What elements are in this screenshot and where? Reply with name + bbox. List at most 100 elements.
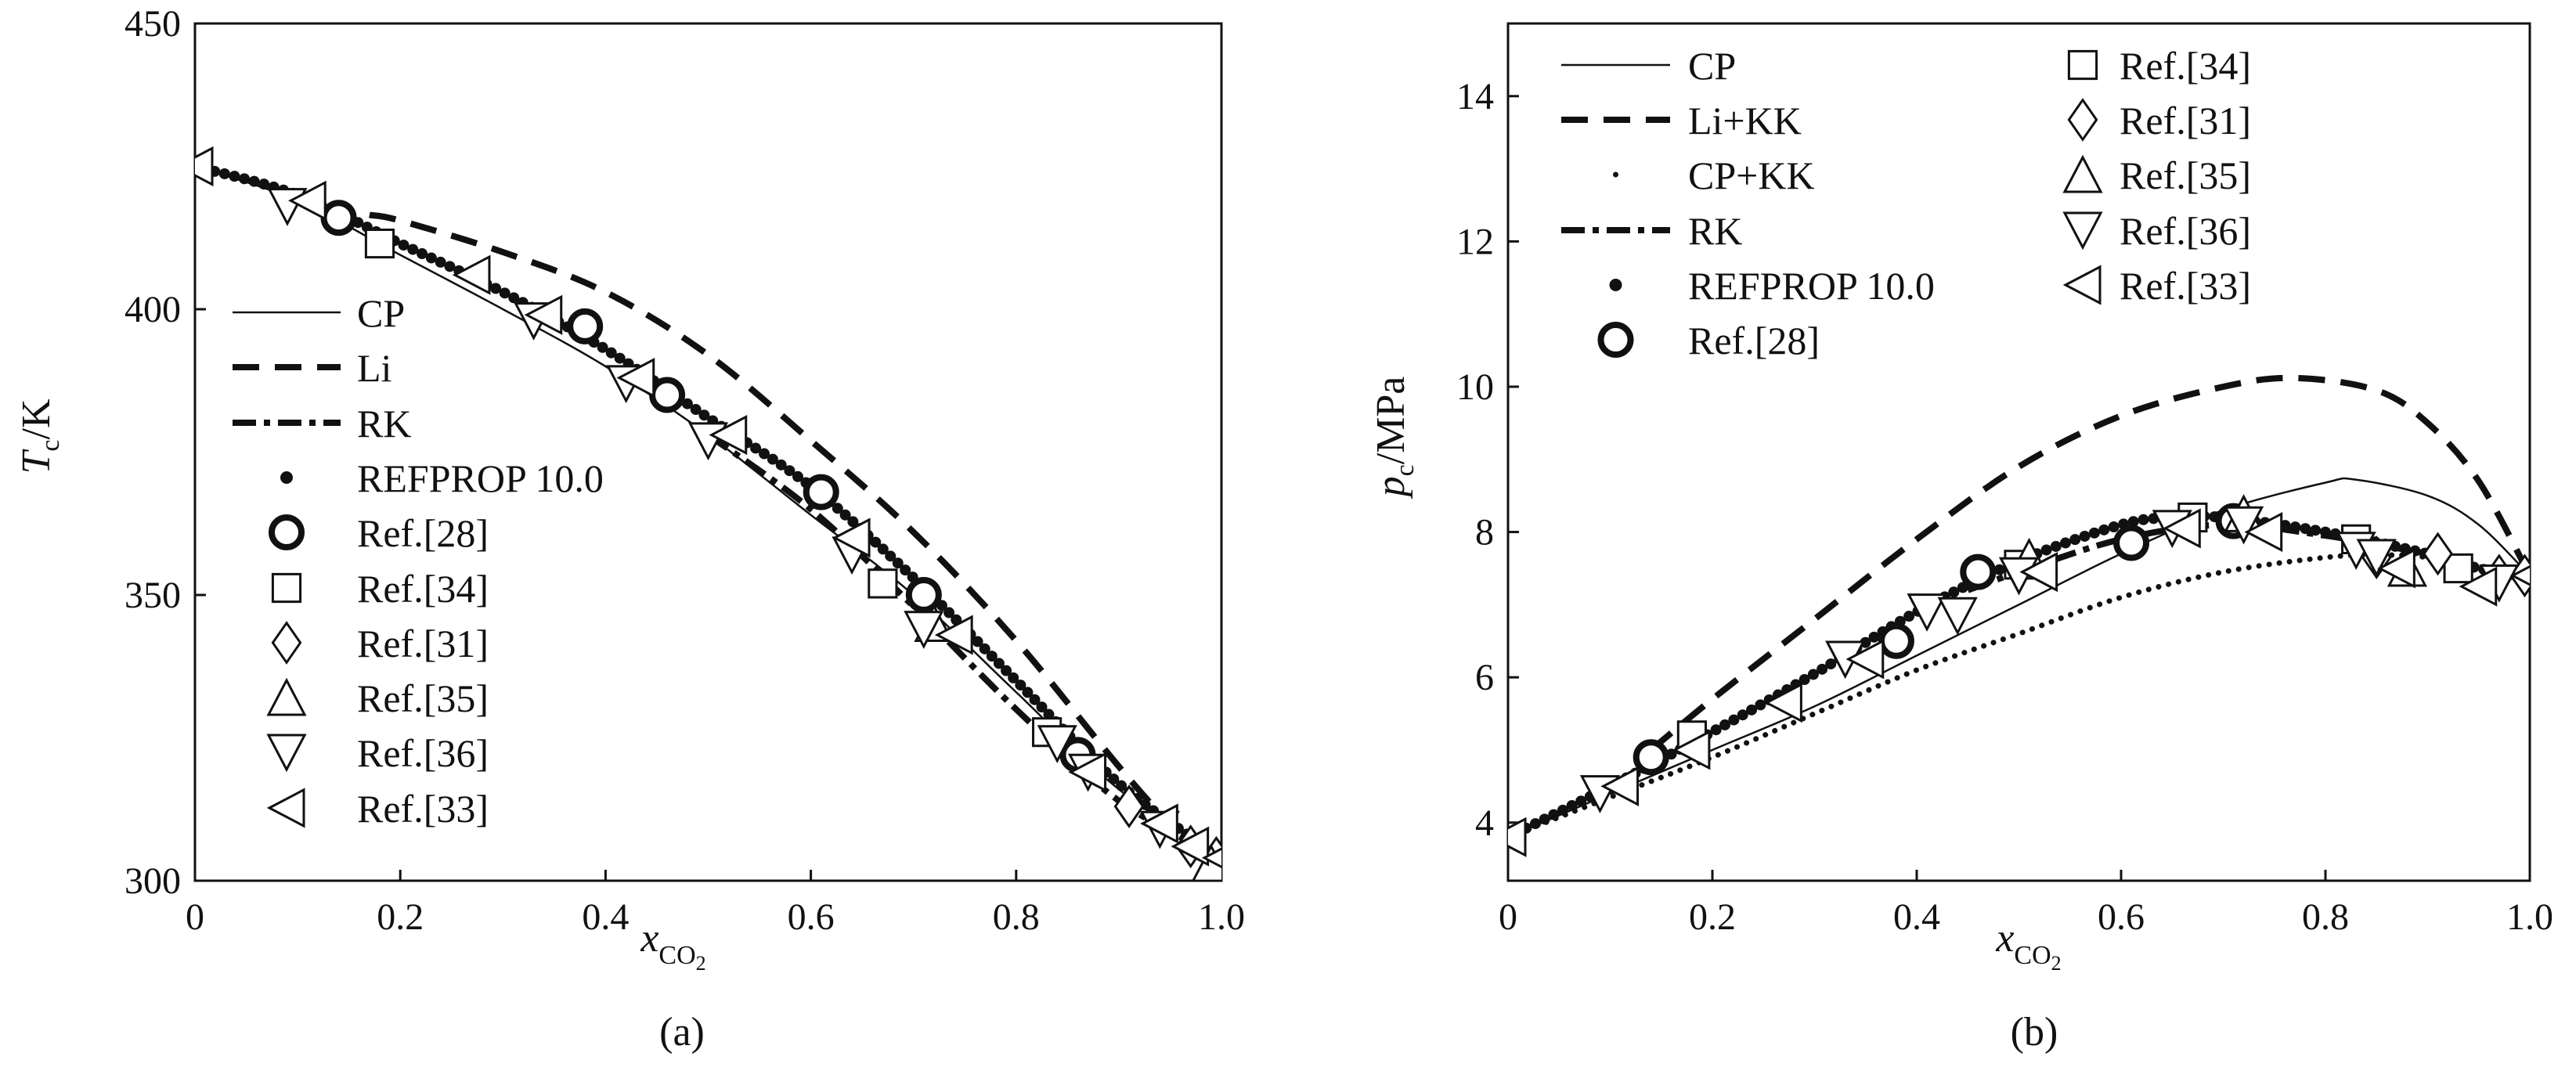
x-axis-label-var: x bbox=[640, 916, 658, 961]
legend-label: REFPROP 10.0 bbox=[1688, 264, 1935, 308]
legend-diamond-icon bbox=[2067, 98, 2098, 142]
legend-item: CP bbox=[1561, 44, 1736, 88]
refprop-point bbox=[972, 636, 983, 647]
x-axis-label-sub: CO bbox=[658, 941, 695, 970]
triangle-left-marker bbox=[832, 517, 871, 558]
triangle-down-marker bbox=[2356, 539, 2397, 578]
legend-label: Ref.[33] bbox=[2120, 264, 2251, 308]
y-tick-label: 350 bbox=[124, 575, 181, 616]
x-tick-label: 0.4 bbox=[582, 896, 629, 938]
triangle-left-marker bbox=[1764, 683, 1802, 723]
refprop-point bbox=[2059, 537, 2071, 549]
refprop-point bbox=[1108, 773, 1120, 785]
y-axis-label-sub: c bbox=[36, 439, 65, 451]
refprop-point bbox=[2050, 540, 2062, 552]
triangle-left-marker bbox=[2459, 566, 2498, 607]
refprop-point bbox=[892, 557, 904, 569]
refprop-point bbox=[1008, 672, 1019, 683]
triangle-down-marker bbox=[904, 611, 944, 650]
triangle-left-marker bbox=[1508, 817, 1527, 857]
refprop-point bbox=[767, 453, 778, 465]
refprop-point bbox=[847, 516, 859, 528]
refprop-point bbox=[758, 448, 770, 460]
refprop-point bbox=[1807, 669, 1819, 680]
plot-area bbox=[1508, 374, 2530, 857]
x-axis-label-var: x bbox=[1995, 916, 2014, 961]
refprop-point bbox=[979, 643, 990, 654]
refprop-point bbox=[1116, 780, 1127, 791]
legend-label: RK bbox=[357, 402, 411, 445]
legend-label: REFPROP 10.0 bbox=[357, 456, 604, 500]
refprop-point bbox=[986, 651, 998, 662]
legend-square-icon bbox=[271, 572, 302, 604]
legend-item: Li bbox=[233, 346, 391, 390]
legend-item: REFPROP 10.0 bbox=[1609, 264, 1935, 308]
plot-frame bbox=[1506, 22, 2531, 882]
triangle-left-marker bbox=[1845, 639, 1885, 680]
plot-frame bbox=[193, 22, 1223, 882]
refprop-point bbox=[1036, 701, 1048, 713]
chart-panel-b: 0 0.2 0.4 0.6 0.8 1.0 4 6 8 10 12 14 xCO2 pc/MPa (b) CP… bbox=[1369, 22, 2553, 1055]
legend-triangle-up-icon bbox=[2062, 154, 2103, 193]
legend-item: Ref.[28] bbox=[1597, 319, 1820, 362]
refprop-point bbox=[2289, 521, 2301, 533]
y-tick-label: 6 bbox=[1475, 657, 1494, 698]
y-axis-label: Tc/K bbox=[14, 398, 65, 474]
legend-item: Ref.[34] bbox=[2067, 44, 2251, 88]
series-markers-ref-33- bbox=[1508, 508, 2530, 857]
x-tick-label: 0.4 bbox=[1893, 896, 1940, 938]
triangle-left-marker bbox=[2377, 548, 2415, 589]
triangle-left-marker bbox=[709, 415, 748, 456]
refprop-point bbox=[1001, 665, 1012, 676]
y-tick-label: 300 bbox=[124, 860, 181, 902]
circle-marker bbox=[1633, 739, 1669, 776]
y-tick-label: 12 bbox=[1456, 221, 1494, 262]
refprop-point bbox=[1557, 804, 1568, 816]
legend-label: Li+KK bbox=[1688, 99, 1802, 142]
triangle-left-marker bbox=[2163, 508, 2201, 549]
refprop-point bbox=[2310, 525, 2322, 536]
refprop-point bbox=[597, 341, 608, 353]
refprop-point bbox=[885, 550, 897, 562]
legend-triangle-up-icon bbox=[266, 677, 307, 716]
legend-triangle-left-icon bbox=[2062, 265, 2102, 305]
legend-dot-sample bbox=[1609, 279, 1622, 291]
x-tick-label: 0.2 bbox=[1689, 896, 1736, 938]
refprop-point bbox=[832, 503, 843, 514]
triangle-left-marker bbox=[524, 294, 563, 335]
x-tick-label: 0.6 bbox=[788, 896, 835, 938]
triangle-left-marker bbox=[287, 180, 327, 221]
legend-dot-sample bbox=[1613, 171, 1618, 178]
legend-diamond-icon bbox=[271, 621, 302, 665]
refprop-point bbox=[1575, 795, 1587, 807]
refprop-point bbox=[417, 248, 428, 260]
legend-label: RK bbox=[1688, 209, 1742, 253]
triangle-left-marker bbox=[2244, 511, 2283, 553]
refprop-point bbox=[435, 256, 446, 268]
refprop-point bbox=[1539, 813, 1550, 825]
triangle-left-marker bbox=[1171, 826, 1210, 867]
legend-label: Ref.[28] bbox=[357, 511, 489, 555]
refprop-point bbox=[1015, 680, 1026, 691]
triangle-down-marker bbox=[1937, 597, 1978, 636]
refprop-point bbox=[839, 509, 851, 521]
refprop-point bbox=[1737, 709, 1748, 721]
triangle-down-marker bbox=[2224, 506, 2264, 545]
legend-label: Ref.[35] bbox=[357, 676, 489, 720]
refprop-point bbox=[2127, 516, 2139, 528]
triangle-left-marker bbox=[452, 254, 491, 295]
refprop-point bbox=[218, 168, 230, 179]
y-tick-label: 4 bbox=[1475, 802, 1494, 844]
refprop-point bbox=[681, 398, 693, 409]
refprop-point bbox=[499, 287, 511, 299]
y-axis-label-unit: /MPa bbox=[1369, 377, 1413, 465]
legend-item: Ref.[33] bbox=[266, 787, 489, 831]
legend-item: Ref.[31] bbox=[271, 621, 489, 665]
legend-item: Li+KK bbox=[1561, 99, 1802, 142]
triangle-down-marker bbox=[1037, 725, 1077, 764]
refprop-point bbox=[398, 240, 409, 251]
refprop-point bbox=[1029, 694, 1041, 705]
refprop-point bbox=[784, 465, 796, 477]
